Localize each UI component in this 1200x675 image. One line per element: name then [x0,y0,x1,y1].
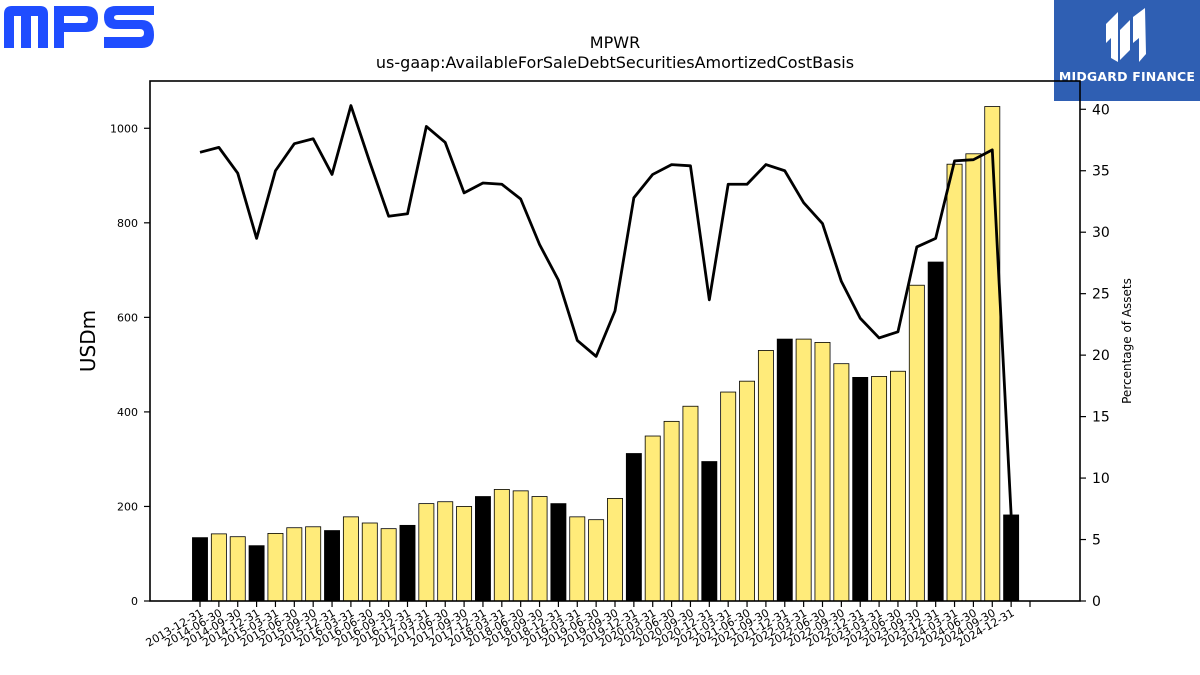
bar-2014-12-31 [267,533,284,602]
bar-2016-12-31 [418,503,435,602]
y-tick-label: 600 [117,311,138,324]
bar-2020-09-30 [701,461,718,602]
y2-tick-label: 35 [1092,164,1110,180]
y-axis-label: USDm [76,310,100,372]
bar-2017-03-31 [437,501,454,602]
mps-logo-m [4,6,48,48]
bar-2015-03-31 [286,527,303,602]
y2-tick-label: 20 [1092,348,1110,364]
bar-2022-09-30 [852,376,869,602]
bar-2018-06-30 [531,496,548,602]
bar-2015-06-30 [305,526,322,602]
bar-2015-12-31 [342,516,359,602]
bar-2022-12-31 [871,376,888,602]
bar-2016-03-31 [361,522,378,602]
bar-2016-09-30 [399,524,416,602]
bar-2016-06-30 [380,528,397,602]
bar-2022-03-31 [814,342,831,602]
bar-2024-03-31 [965,153,982,602]
bar-2018-03-31 [512,490,529,602]
y2-tick-label: 15 [1092,410,1110,426]
y2-tick-label: 25 [1092,287,1110,303]
bar-2017-12-31 [493,489,510,602]
bar-2019-12-31 [644,435,661,602]
bar-2022-06-30 [833,363,850,602]
bar-2021-09-30 [776,338,793,602]
bar-2021-12-31 [795,338,812,602]
y-tick-label: 800 [117,217,138,230]
bar-2018-09-30 [550,503,567,602]
bar-series [192,106,1020,602]
y2-tick-label: 40 [1092,102,1110,118]
bar-2019-06-30 [607,498,623,602]
y2-tick-label: 10 [1092,471,1110,487]
bar-2019-03-31 [588,519,605,602]
mps-logo [4,6,154,48]
bar-2023-03-31 [890,370,906,602]
bar-2014-03-31 [210,533,227,602]
bar-2021-06-30 [757,350,774,602]
midgard-logo-icon [1106,8,1146,62]
line-series [199,104,1013,516]
percentage-line [199,104,1013,516]
axes: 0200400600800100005101520253035402013-12… [110,80,1110,650]
chart-title: MPWR [590,33,640,52]
mps-logo-s [104,6,154,48]
mps-logo-p [54,6,98,48]
bar-2018-12-31 [569,516,586,602]
chart-subtitle: us-gaap:AvailableForSaleDebtSecuritiesAm… [376,53,854,72]
y2-axis-label: Percentage of Assets [1120,278,1134,404]
y2-tick-label: 5 [1092,533,1101,549]
bar-2013-12-31 [192,537,208,602]
bar-2024-09-30 [1003,514,1020,602]
bar-2023-09-30 [927,261,944,602]
bar-2023-12-31 [946,163,963,602]
midgard-finance-label: MIDGARD FINANCE [1058,69,1196,84]
y2-tick-label: 30 [1092,225,1110,241]
bar-2020-12-31 [720,391,737,602]
bar-2014-09-30 [248,545,265,602]
y-tick-label: 0 [131,595,138,608]
bar-2020-06-30 [682,405,699,602]
midgard-finance-badge: MIDGARD FINANCE [1054,0,1200,101]
bar-2017-06-30 [456,506,473,602]
bar-2017-09-30 [475,496,491,602]
bar-2021-03-31 [739,380,755,602]
bar-2023-06-30 [908,284,925,602]
bar-2020-03-31 [663,420,680,602]
bar-2019-09-30 [625,453,642,602]
bar-2014-06-30 [229,536,246,602]
y-tick-label: 200 [117,500,138,513]
bar-2024-06-30 [984,106,1001,602]
bar-2015-09-30 [324,530,340,602]
y-tick-label: 1000 [110,122,138,135]
y-tick-label: 400 [117,406,138,419]
y2-tick-label: 0 [1092,594,1101,610]
